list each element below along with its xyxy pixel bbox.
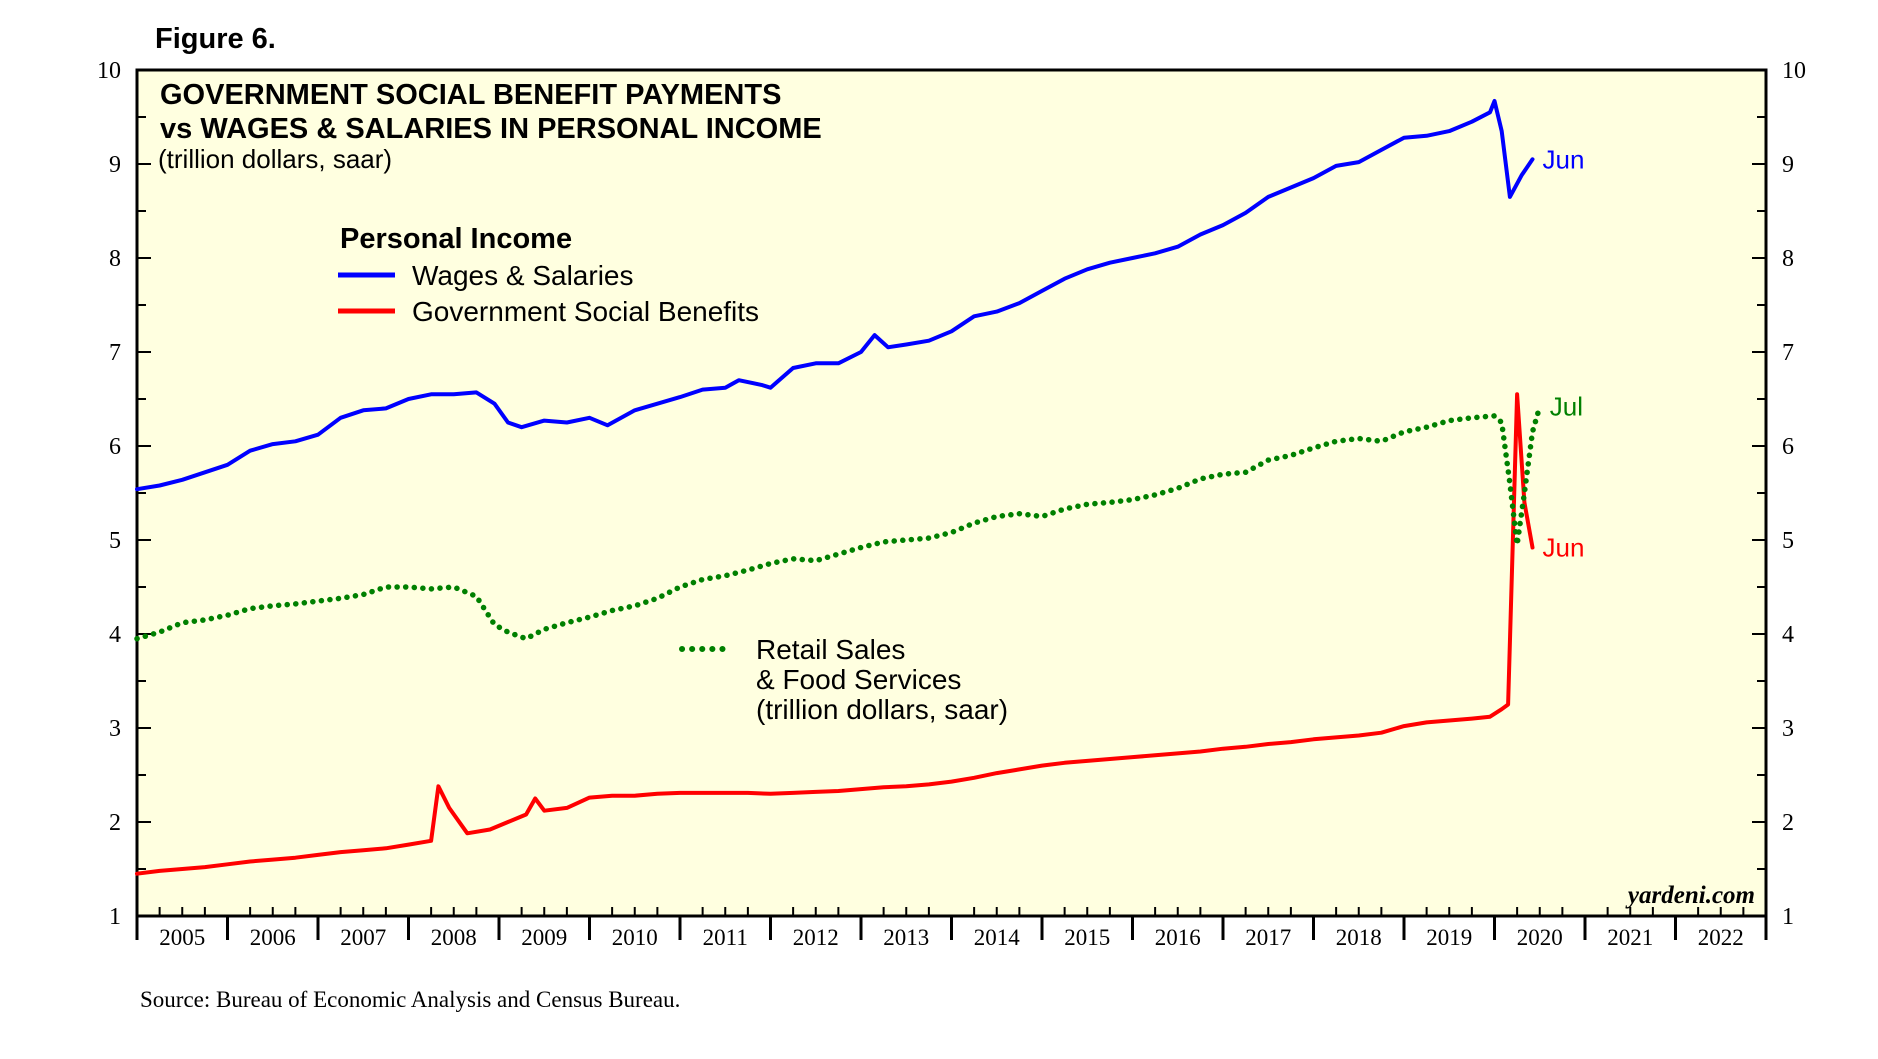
y-tick-label-left: 8 xyxy=(109,246,121,272)
end-label-retail-sales-food-services: Jul xyxy=(1550,392,1583,422)
y-tick-label-right: 7 xyxy=(1782,340,1794,366)
y-tick-label-right: 9 xyxy=(1782,152,1794,178)
series-line-wages-salaries xyxy=(135,99,1535,492)
x-tick-label: 2005 xyxy=(159,925,205,950)
x-axis: 2005 2006 2007 2008 2009 2010 2011 2012 2013 2014… xyxy=(159,925,1744,950)
y-tick-label-right: 2 xyxy=(1782,810,1794,836)
chart-title-line-1: GOVERNMENT SOCIAL BENEFIT PAYMENTS xyxy=(160,79,781,111)
y-tick-label-right: 4 xyxy=(1782,622,1794,648)
x-tick-label: 2019 xyxy=(1426,925,1472,950)
y-tick-label-left: 2 xyxy=(109,810,121,836)
x-tick-label: 2015 xyxy=(1064,925,1110,950)
retail-legend: Retail Sales & Food Services (trillion d… xyxy=(679,634,1008,725)
end-label-wages-salaries: Jun xyxy=(1543,144,1585,174)
figure-label: Figure 6. xyxy=(155,23,276,55)
plot-area xyxy=(135,68,1768,918)
retail-legend-line-2: & Food Services xyxy=(756,664,961,695)
retail-legend-line-1: Retail Sales xyxy=(756,634,905,665)
source-note: Source: Bureau of Economic Analysis and … xyxy=(140,987,680,1012)
y-tick-label-left: 7 xyxy=(109,340,121,366)
x-tick-label: 2010 xyxy=(612,925,658,950)
y-tick-label-right: 3 xyxy=(1782,716,1794,742)
y-tick-label-right: 10 xyxy=(1782,58,1806,84)
y-tick-label-right: 8 xyxy=(1782,246,1794,272)
legend-heading: Personal Income xyxy=(340,223,572,255)
chart-subtitle: (trillion dollars, saar) xyxy=(158,144,392,174)
y-axis-right: 1 2 3 4 5 6 7 8 9 10 xyxy=(1782,58,1806,930)
end-label-government-social-benefits: Jun xyxy=(1543,533,1585,563)
x-tick-label: 2012 xyxy=(793,925,839,950)
x-tick-label: 2017 xyxy=(1245,925,1291,950)
x-tick-label: 2009 xyxy=(521,925,567,950)
x-tick-label: 2018 xyxy=(1336,925,1382,950)
x-tick-label: 2021 xyxy=(1607,925,1653,950)
series-line-retail-sales-food-services xyxy=(134,403,1543,642)
x-tick-label: 2013 xyxy=(883,925,929,950)
y-tick-label-left: 4 xyxy=(109,622,121,648)
y-tick-label-right: 1 xyxy=(1782,904,1794,930)
x-tick-label: 2016 xyxy=(1155,925,1201,950)
x-tick-label: 2007 xyxy=(340,925,386,950)
legend-label-wages: Wages & Salaries xyxy=(412,260,634,291)
y-tick-label-left: 10 xyxy=(97,58,121,84)
chart-title-line-2: vs WAGES & SALARIES IN PERSONAL INCOME xyxy=(160,113,822,145)
y-tick-label-left: 6 xyxy=(109,434,121,460)
series-group: Jun Jun Jul xyxy=(134,99,1585,876)
y-tick-label-left: 1 xyxy=(109,904,121,930)
x-tick-label: 2020 xyxy=(1517,925,1563,950)
x-tick-label: 2014 xyxy=(974,925,1021,950)
legend-label-benefits: Government Social Benefits xyxy=(412,296,759,327)
y-tick-label-left: 3 xyxy=(109,716,121,742)
legend: Personal Income Wages & Salaries Governm… xyxy=(338,223,759,327)
series-line-government-social-benefits xyxy=(135,392,1535,876)
x-tick-label: 2008 xyxy=(431,925,477,950)
y-tick-label-left: 5 xyxy=(109,528,121,554)
brand-watermark: yardeni.com xyxy=(1625,882,1755,909)
x-tick-label: 2022 xyxy=(1698,925,1744,950)
retail-legend-line-3: (trillion dollars, saar) xyxy=(756,694,1008,725)
x-tick-label: 2011 xyxy=(703,925,748,950)
x-tick-label: 2006 xyxy=(250,925,296,950)
y-tick-label-right: 5 xyxy=(1782,528,1794,554)
y-tick-label-left: 9 xyxy=(109,152,121,178)
y-tick-label-right: 6 xyxy=(1782,434,1794,460)
y-axis-left: 1 2 3 4 5 6 7 8 9 10 xyxy=(97,58,121,930)
